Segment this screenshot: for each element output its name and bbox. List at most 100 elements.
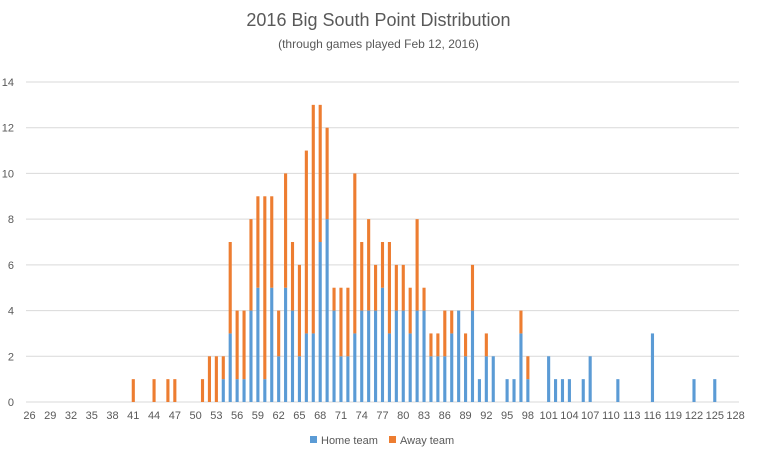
bar-away-team <box>374 264 378 311</box>
bar-away-team <box>339 287 343 357</box>
bar-away-team <box>450 310 454 334</box>
legend-label: Home team <box>321 435 378 447</box>
bar-home-team <box>318 242 322 402</box>
bar-away-team <box>367 219 371 311</box>
bar-away-team <box>519 310 523 334</box>
bar-home-team <box>297 356 301 402</box>
x-tick-label: 110 <box>602 410 620 422</box>
bar-home-team <box>249 310 253 402</box>
bar-home-team <box>374 310 378 402</box>
bar-away-team <box>249 219 253 311</box>
x-tick-label: 128 <box>726 410 744 422</box>
bar-home-team <box>332 310 336 402</box>
y-tick-label: 14 <box>2 77 14 89</box>
bar-home-team <box>450 333 454 402</box>
legend-label: Away team <box>400 435 454 447</box>
legend-swatch <box>310 436 317 443</box>
bar-away-team <box>353 173 357 334</box>
x-tick-label: 122 <box>685 410 703 422</box>
bar-away-team <box>152 379 156 402</box>
x-tick-label: 56 <box>231 410 243 422</box>
x-tick-label: 101 <box>539 410 557 422</box>
bar-home-team <box>346 356 350 402</box>
bar-away-team <box>470 264 475 311</box>
bar-away-team <box>346 287 350 357</box>
y-tick-label: 8 <box>8 214 14 226</box>
bar-home-team <box>380 287 385 402</box>
bar-home-team <box>616 379 620 402</box>
bar-away-team <box>415 219 419 311</box>
bar-home-team <box>477 379 481 402</box>
bar-away-team <box>173 379 177 402</box>
bar-away-team <box>256 196 260 288</box>
bar-home-team <box>491 356 495 402</box>
bar-home-team <box>408 333 412 402</box>
x-tick-label: 38 <box>106 410 118 422</box>
y-tick-label: 4 <box>8 306 14 318</box>
bar-home-team <box>290 310 295 402</box>
bar-away-team <box>221 356 225 380</box>
x-tick-label: 83 <box>418 410 430 422</box>
x-tick-label: 29 <box>44 410 56 422</box>
bar-home-team <box>415 310 419 402</box>
bar-away-team <box>297 264 301 357</box>
bar-away-team <box>408 287 412 334</box>
legend-swatch <box>389 436 396 443</box>
bar-away-team <box>422 287 426 311</box>
y-tick-label: 10 <box>2 168 14 180</box>
x-tick-label: 50 <box>189 410 201 422</box>
bar-away-team <box>443 310 447 357</box>
x-tick-label: 74 <box>356 410 368 422</box>
bar-away-team <box>401 264 405 311</box>
bar-home-team <box>484 356 488 402</box>
bar-away-team <box>332 287 336 311</box>
bar-away-team <box>394 264 398 311</box>
bar-away-team <box>436 333 440 357</box>
bar-away-team <box>484 333 488 357</box>
bar-away-team <box>284 173 288 288</box>
bar-home-team <box>339 356 343 402</box>
bar-home-team <box>505 379 509 402</box>
y-tick-label: 6 <box>8 260 14 272</box>
x-tick-label: 80 <box>397 410 409 422</box>
bar-away-team <box>214 356 218 402</box>
chart-subtitle: (through games played Feb 12, 2016) <box>278 37 479 51</box>
x-tick-label: 107 <box>581 410 599 422</box>
bar-home-team <box>270 287 274 402</box>
bar-home-team <box>387 333 391 402</box>
bar-away-team <box>304 150 308 334</box>
bar-home-team <box>650 333 655 402</box>
bar-away-team <box>242 310 246 380</box>
bar-away-team <box>380 242 385 288</box>
bar-home-team <box>311 333 315 402</box>
x-tick-label: 119 <box>664 410 682 422</box>
bar-away-team <box>200 379 205 402</box>
x-tick-label: 95 <box>501 410 513 422</box>
x-tick-label: 32 <box>65 410 77 422</box>
bar-home-team <box>470 310 475 402</box>
bar-away-team <box>235 310 239 380</box>
x-tick-label: 113 <box>623 410 641 422</box>
x-tick-label: 68 <box>314 410 326 422</box>
bar-home-team <box>526 379 530 402</box>
x-tick-label: 92 <box>480 410 492 422</box>
x-tick-label: 77 <box>376 410 388 422</box>
x-tick-label: 62 <box>273 410 285 422</box>
bar-home-team <box>367 310 371 402</box>
bar-home-team <box>360 310 364 402</box>
bar-home-team <box>692 379 696 402</box>
x-tick-label: 53 <box>210 410 222 422</box>
bar-away-team <box>360 242 364 311</box>
x-tick-label: 89 <box>459 410 471 422</box>
bar-home-team <box>464 356 468 402</box>
bar-home-team <box>519 333 523 402</box>
x-tick-label: 59 <box>252 410 264 422</box>
x-tick-label: 26 <box>23 410 35 422</box>
x-tick-label: 65 <box>293 410 305 422</box>
bar-away-team <box>318 104 322 242</box>
bar-home-team <box>429 356 433 402</box>
bar-home-team <box>457 310 461 402</box>
bar-home-team <box>277 356 281 402</box>
